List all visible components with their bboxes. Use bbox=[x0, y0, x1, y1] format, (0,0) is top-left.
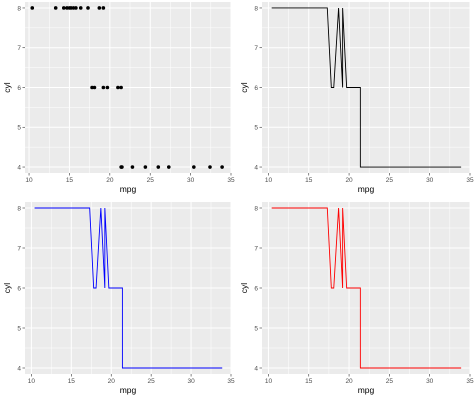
y-tick-label: 8 bbox=[254, 205, 258, 212]
y-tick-label: 4 bbox=[17, 164, 21, 171]
series-line bbox=[271, 7, 462, 168]
y-tick-label: 8 bbox=[17, 5, 21, 12]
data-point bbox=[97, 6, 102, 10]
y-tick-label: 5 bbox=[254, 325, 258, 332]
y-axis-title: cyl bbox=[2, 283, 12, 294]
x-tick-label: 30 bbox=[187, 378, 195, 385]
y-tick-label: 7 bbox=[254, 45, 258, 52]
y-tick-label: 5 bbox=[17, 125, 21, 132]
y-tick-label: 4 bbox=[17, 365, 21, 372]
x-tick-label: 35 bbox=[227, 378, 235, 385]
x-axis-title: mpg bbox=[120, 184, 137, 194]
x-axis-title: mpg bbox=[358, 184, 375, 194]
data-point bbox=[101, 6, 106, 10]
data-point bbox=[130, 165, 135, 169]
x-tick-label: 25 bbox=[147, 177, 155, 184]
x-axis-title: mpg bbox=[358, 385, 375, 395]
gridlines bbox=[25, 2, 231, 173]
data-point bbox=[143, 165, 148, 169]
x-tick-label: 15 bbox=[305, 378, 313, 385]
series-line bbox=[271, 207, 462, 369]
data-point bbox=[74, 6, 78, 10]
x-tick-label: 15 bbox=[68, 378, 76, 385]
x-tick-label: 25 bbox=[386, 378, 394, 385]
data-point bbox=[92, 85, 97, 90]
y-tick-label: 5 bbox=[17, 325, 21, 332]
data-point bbox=[78, 6, 83, 10]
chart-panel-4: 10 15 20 25 30 35 4 5 6 7 8 mpg cyl bbox=[239, 202, 474, 395]
chart-panel-2: 10 15 20 25 30 35 4 5 6 7 8 mpg cyl bbox=[239, 2, 474, 194]
data-point bbox=[166, 165, 171, 169]
y-tick-label: 7 bbox=[17, 245, 21, 252]
y-tick-label: 7 bbox=[17, 45, 21, 52]
x-tick-label: 20 bbox=[106, 177, 114, 184]
y-tick-label: 8 bbox=[17, 205, 21, 212]
data-point bbox=[156, 165, 161, 169]
data-point bbox=[101, 85, 106, 90]
data-layer bbox=[271, 7, 462, 168]
y-axis-title: cyl bbox=[239, 82, 249, 93]
data-layer bbox=[271, 207, 462, 369]
y-tick-label: 6 bbox=[17, 285, 21, 292]
data-point bbox=[208, 165, 212, 169]
chart-panel-1: 10 15 20 25 30 35 4 5 6 7 8 mpg cyl bbox=[2, 2, 235, 194]
x-tick-label: 10 bbox=[265, 378, 273, 385]
data-point bbox=[105, 85, 110, 90]
data-layer bbox=[34, 207, 223, 369]
data-point bbox=[61, 6, 66, 10]
x-tick-label: 20 bbox=[108, 378, 116, 385]
gridlines bbox=[262, 2, 470, 173]
gridlines bbox=[25, 202, 231, 374]
y-tick-label: 6 bbox=[254, 285, 258, 292]
gridlines bbox=[262, 202, 470, 374]
y-tick-label: 6 bbox=[254, 85, 258, 92]
y-tick-label: 4 bbox=[254, 164, 258, 171]
y-tick-label: 5 bbox=[254, 125, 258, 132]
y-tick-label: 6 bbox=[17, 85, 21, 92]
y-axis-title: cyl bbox=[239, 283, 249, 294]
data-point bbox=[53, 6, 58, 10]
x-tick-label: 30 bbox=[426, 378, 434, 385]
x-tick-label: 25 bbox=[148, 378, 156, 385]
data-point bbox=[30, 6, 35, 10]
x-tick-label: 35 bbox=[466, 177, 474, 184]
x-tick-label: 20 bbox=[345, 378, 353, 385]
y-tick-label: 4 bbox=[254, 365, 258, 372]
y-tick-label: 7 bbox=[254, 245, 258, 252]
x-tick-label: 20 bbox=[345, 177, 353, 184]
x-tick-label: 35 bbox=[227, 177, 235, 184]
data-point bbox=[86, 6, 90, 10]
chart-panel-3: 10 15 20 25 30 35 4 5 6 7 8 mpg cyl bbox=[2, 202, 235, 395]
x-tick-label: 10 bbox=[25, 177, 33, 184]
y-tick-label: 8 bbox=[254, 5, 258, 12]
data-layer bbox=[30, 6, 224, 169]
data-point bbox=[220, 165, 224, 169]
x-tick-label: 30 bbox=[426, 177, 434, 184]
x-axis-title: mpg bbox=[120, 385, 137, 395]
x-tick-label: 30 bbox=[187, 177, 195, 184]
series-line bbox=[34, 207, 223, 369]
x-tick-label: 15 bbox=[66, 177, 74, 184]
x-tick-label: 15 bbox=[305, 177, 313, 184]
x-tick-label: 25 bbox=[386, 177, 394, 184]
x-tick-label: 10 bbox=[28, 378, 36, 385]
data-point bbox=[116, 85, 120, 90]
y-axis-title: cyl bbox=[2, 82, 12, 93]
x-tick-label: 10 bbox=[265, 177, 273, 184]
data-point bbox=[120, 165, 124, 169]
data-point bbox=[119, 85, 123, 90]
x-tick-label: 35 bbox=[466, 378, 474, 385]
data-point bbox=[192, 165, 196, 169]
